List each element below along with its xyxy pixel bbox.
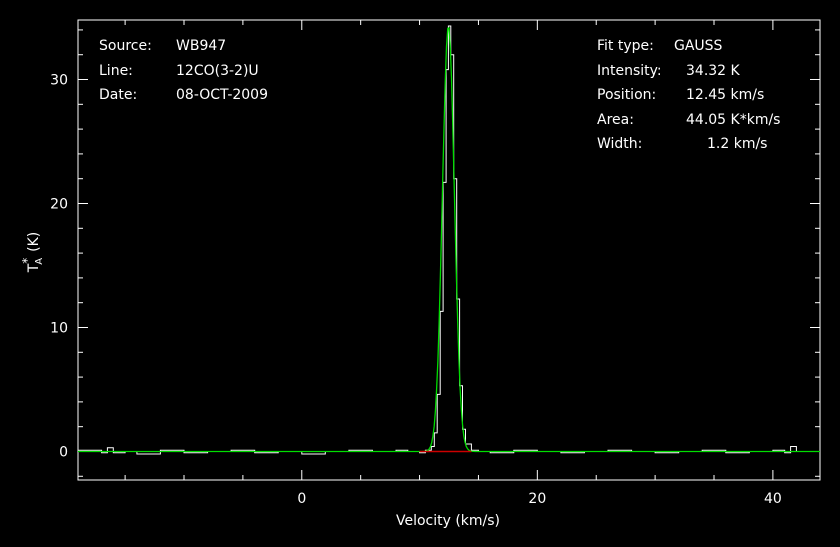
- y-axis-title-sup: *: [20, 258, 34, 264]
- source-value: WB947: [176, 38, 226, 54]
- y-axis-title-main: T: [26, 263, 42, 273]
- svg-text:T*A(K): T*A (K): [20, 232, 45, 274]
- source-label: Source:: [99, 38, 152, 54]
- position-value: 12.45 km/s: [686, 87, 764, 103]
- x-tick-label: 0: [297, 491, 306, 507]
- fit-type-value: GAUSS: [674, 38, 723, 54]
- x-tick-label: 40: [764, 491, 782, 507]
- y-axis-title: T*A (K): [20, 232, 45, 274]
- fit-type-label: Fit type:: [597, 38, 654, 54]
- y-tick-label: 0: [59, 444, 68, 460]
- x-tick-label: 20: [528, 491, 546, 507]
- area-label: Area:: [597, 112, 634, 128]
- y-axis-title-unit: (K): [26, 232, 42, 252]
- info-right: Fit type: GAUSS Intensity: 34.32 K Posit…: [597, 38, 780, 152]
- y-axis-title-sub: A: [34, 258, 45, 265]
- axes: 0 20 40 0 10 20 30: [50, 19, 821, 507]
- series-group: [78, 25, 821, 455]
- date-value: 08-OCT-2009: [176, 87, 268, 103]
- info-left: Source: WB947 Line: 12CO(3-2)U Date: 08-…: [99, 38, 268, 103]
- y-tick-label: 20: [50, 197, 68, 213]
- area-value: 44.05 K*km/s: [686, 112, 780, 128]
- y-tick-label: 10: [50, 320, 68, 336]
- line-value: 12CO(3-2)U: [176, 63, 259, 79]
- y-tick-label: 30: [50, 73, 68, 89]
- gaussian-fit-line: [78, 27, 820, 453]
- date-label: Date:: [99, 87, 137, 103]
- intensity-label: Intensity:: [597, 63, 662, 79]
- line-label: Line:: [99, 63, 133, 79]
- width-label: Width:: [597, 136, 642, 152]
- x-axis-title: Velocity (km/s): [396, 513, 500, 529]
- intensity-value: 34.32 K: [686, 63, 741, 79]
- position-label: Position:: [597, 87, 656, 103]
- plot-frame: [77, 19, 821, 481]
- width-value: 1.2 km/s: [707, 136, 767, 152]
